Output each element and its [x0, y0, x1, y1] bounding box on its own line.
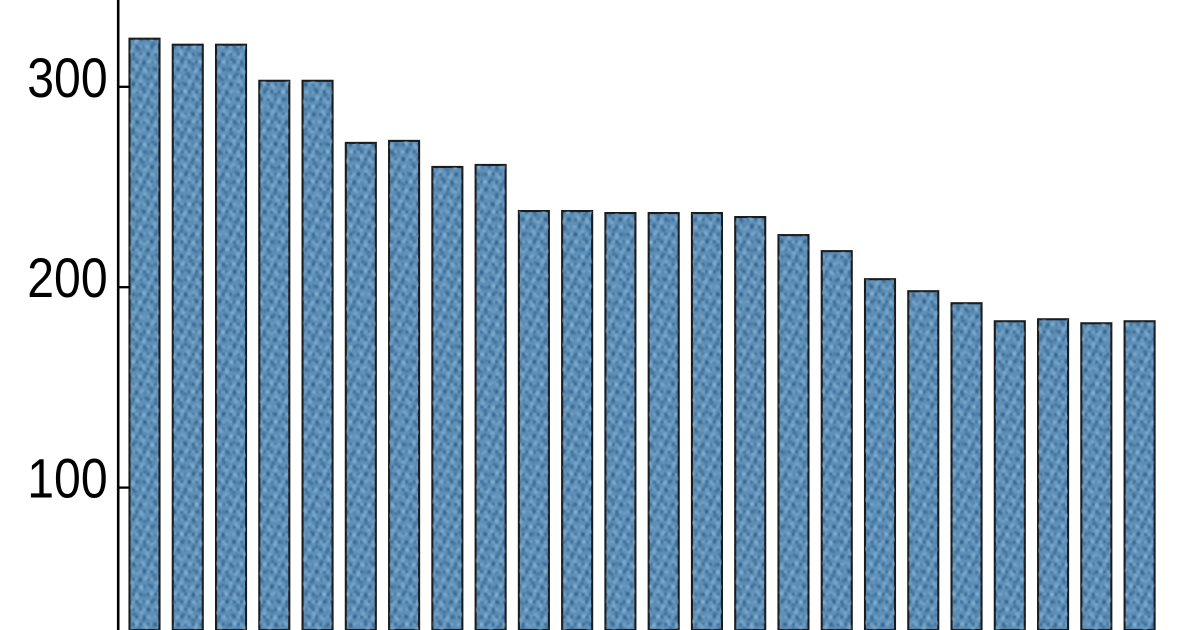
svg-text:200: 200	[27, 248, 107, 310]
svg-text:300: 300	[27, 47, 107, 109]
svg-text:100: 100	[27, 448, 107, 510]
